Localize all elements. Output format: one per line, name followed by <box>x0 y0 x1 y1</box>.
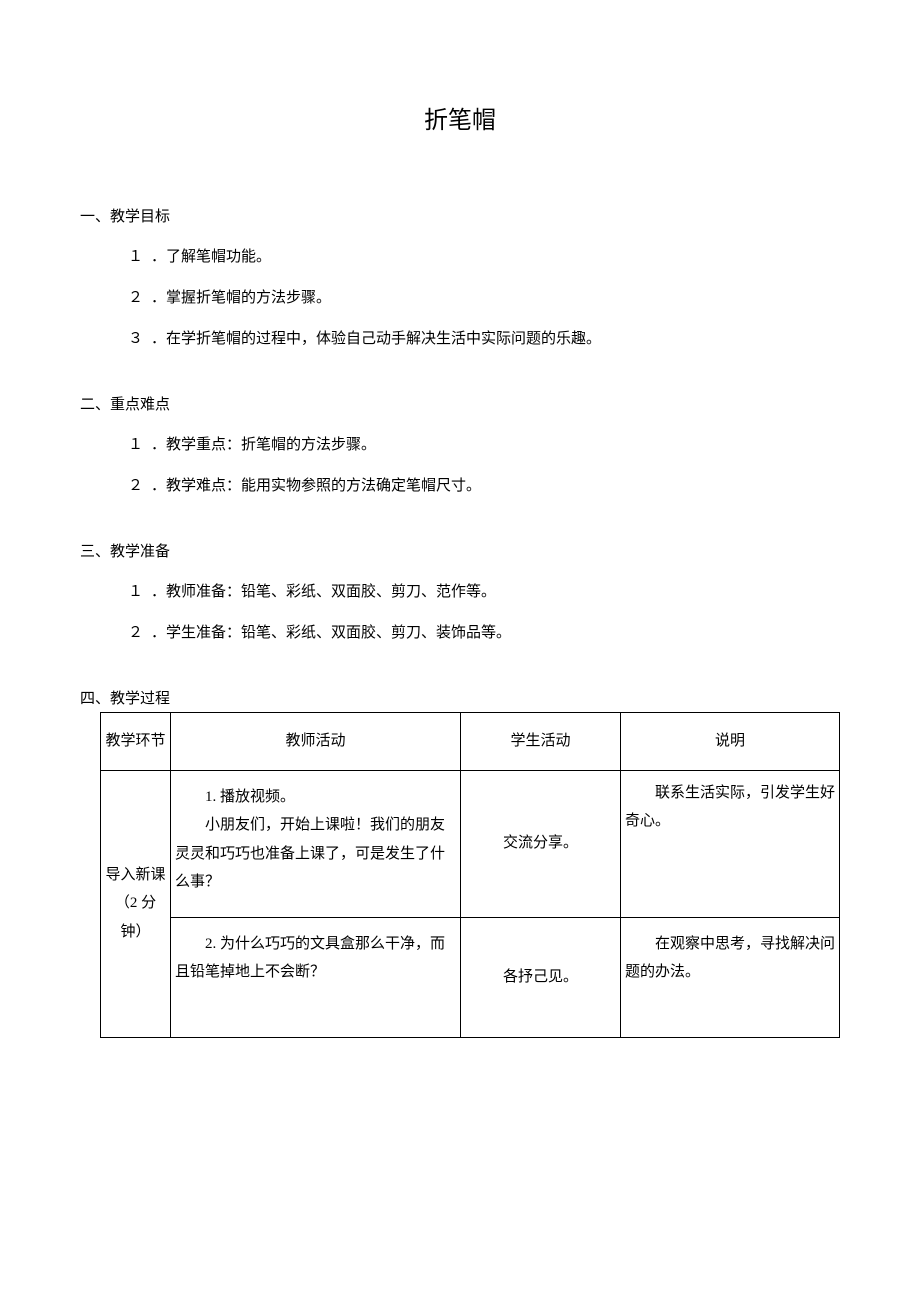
s2-item-2-text: ．教学难点：能用实物参照的方法确定笔帽尺寸。 <box>151 478 481 494</box>
s3-item-2-num: ２ <box>128 620 143 647</box>
note-2-text: 在观察中思考，寻找解决问题的办法。 <box>625 930 835 987</box>
teacher-1-line2: 小朋友们，开始上课啦！我们的朋友灵灵和巧巧也准备上课了，可是发生了什么事？ <box>175 811 456 897</box>
s1-item-1-num: １ <box>128 244 143 271</box>
teacher-1-line1: 1. 播放视频。 <box>175 783 456 812</box>
teacher-2-text: 2. 为什么巧巧的文具盒那么干净，而且铅笔掉地上不会断？ <box>175 930 456 987</box>
process-table: 教学环节 教师活动 学生活动 说明 导入新课（2 分钟） 1. 播放视频。 小朋… <box>100 712 840 1038</box>
s1-item-2-text: ．掌握折笔帽的方法步骤。 <box>151 290 331 306</box>
s1-item-2-num: ２ <box>128 285 143 312</box>
s1-item-3: ３ ．在学折笔帽的过程中，体验自己动手解决生活中实际问题的乐趣。 <box>128 326 840 353</box>
s3-item-1-text: ．教师准备：铅笔、彩纸、双面胶、剪刀、范作等。 <box>151 584 496 600</box>
s2-item-2: ２ ．教学难点：能用实物参照的方法确定笔帽尺寸。 <box>128 473 840 500</box>
section-2-heading: 二、重点难点 <box>80 393 840 414</box>
cell-student-1: 交流分享。 <box>461 770 621 917</box>
header-note: 说明 <box>621 713 840 771</box>
page-title: 折笔帽 <box>80 100 840 135</box>
s2-item-2-num: ２ <box>128 473 143 500</box>
s2-item-1: １ ．教学重点：折笔帽的方法步骤。 <box>128 432 840 459</box>
s3-item-1: １ ．教师准备：铅笔、彩纸、双面胶、剪刀、范作等。 <box>128 579 840 606</box>
s1-item-3-text: ．在学折笔帽的过程中，体验自己动手解决生活中实际问题的乐趣。 <box>151 331 601 347</box>
s3-item-2: ２ ．学生准备：铅笔、彩纸、双面胶、剪刀、装饰品等。 <box>128 620 840 647</box>
table-header-row: 教学环节 教师活动 学生活动 说明 <box>101 713 840 771</box>
header-teacher: 教师活动 <box>171 713 461 771</box>
section-3-heading: 三、教学准备 <box>80 540 840 561</box>
table-row: 2. 为什么巧巧的文具盒那么干净，而且铅笔掉地上不会断？ 各抒己见。 在观察中思… <box>101 917 840 1037</box>
s1-item-2: ２ ．掌握折笔帽的方法步骤。 <box>128 285 840 312</box>
s2-item-1-text: ．教学重点：折笔帽的方法步骤。 <box>151 437 376 453</box>
cell-note-2: 在观察中思考，寻找解决问题的办法。 <box>621 917 840 1037</box>
cell-teacher-1: 1. 播放视频。 小朋友们，开始上课啦！我们的朋友灵灵和巧巧也准备上课了，可是发… <box>171 770 461 917</box>
cell-note-1: 联系生活实际，引发学生好奇心。 <box>621 770 840 917</box>
section-4-heading: 四、教学过程 <box>80 687 840 708</box>
cell-teacher-2: 2. 为什么巧巧的文具盒那么干净，而且铅笔掉地上不会断？ <box>171 917 461 1037</box>
section-1-heading: 一、教学目标 <box>80 205 840 226</box>
s1-item-1-text: ．了解笔帽功能。 <box>151 249 271 265</box>
table-row: 导入新课（2 分钟） 1. 播放视频。 小朋友们，开始上课啦！我们的朋友灵灵和巧… <box>101 770 840 917</box>
s1-item-3-num: ３ <box>128 326 143 353</box>
header-stage: 教学环节 <box>101 713 171 771</box>
s3-item-1-num: １ <box>128 579 143 606</box>
s3-item-2-text: ．学生准备：铅笔、彩纸、双面胶、剪刀、装饰品等。 <box>151 625 511 641</box>
cell-stage-1: 导入新课（2 分钟） <box>101 770 171 1037</box>
header-student: 学生活动 <box>461 713 621 771</box>
cell-student-2: 各抒己见。 <box>461 917 621 1037</box>
s1-item-1: １ ．了解笔帽功能。 <box>128 244 840 271</box>
s2-item-1-num: １ <box>128 432 143 459</box>
note-1-text: 联系生活实际，引发学生好奇心。 <box>625 779 835 836</box>
